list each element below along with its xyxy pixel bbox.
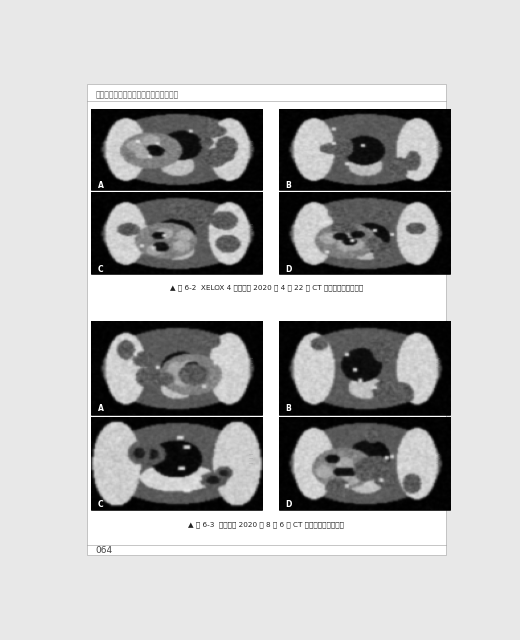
Bar	[91, 417, 263, 511]
Bar	[87, 84, 446, 555]
Text: 064: 064	[95, 547, 112, 556]
Bar	[279, 417, 450, 511]
Bar	[279, 321, 450, 415]
Text: 结直肠癌免疫治疗学：临床诊疗思维全览: 结直肠癌免疫治疗学：临床诊疗思维全览	[95, 90, 178, 100]
Bar	[91, 109, 263, 190]
Bar	[91, 193, 263, 274]
Text: ▲ 图 6-3  造口术后 2020 年 8 月 6 日 CT 疗效评估：疾病进展: ▲ 图 6-3 造口术后 2020 年 8 月 6 日 CT 疗效评估：疾病进展	[189, 521, 345, 527]
Bar	[279, 109, 450, 190]
Text: ▲ 图 6-2  XELOX 4 个疗程后 2020 年 4 月 22 日 CT 疗效评估：部分缓解: ▲ 图 6-2 XELOX 4 个疗程后 2020 年 4 月 22 日 CT …	[170, 284, 363, 291]
Bar	[279, 193, 450, 274]
Bar	[91, 321, 263, 415]
